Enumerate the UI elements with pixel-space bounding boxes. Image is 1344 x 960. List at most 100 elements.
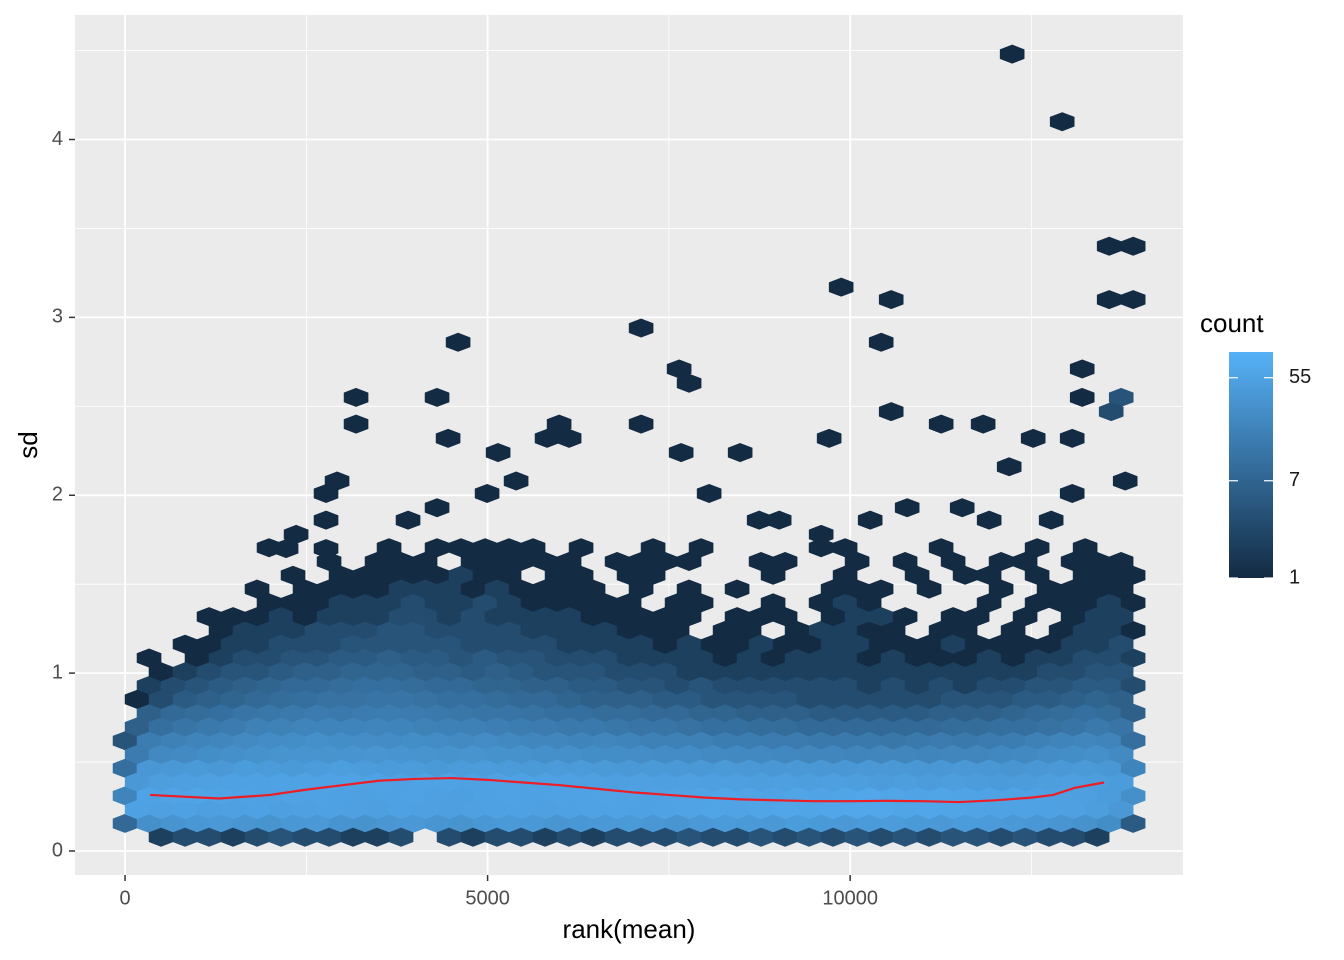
hexbin xyxy=(816,428,842,448)
hexbin xyxy=(1120,236,1146,256)
hexbin xyxy=(1108,800,1134,820)
legend-label: 55 xyxy=(1289,366,1311,388)
hexbin xyxy=(988,579,1014,599)
hexbin xyxy=(724,579,750,599)
hexbin xyxy=(244,579,270,599)
hexbin xyxy=(940,551,966,572)
hexbin xyxy=(772,551,798,572)
hexbin xyxy=(1069,359,1095,379)
hexbin xyxy=(1108,662,1134,682)
hexbin xyxy=(1120,290,1146,310)
hexbin xyxy=(727,443,753,463)
hexbin xyxy=(878,402,904,422)
hexbin xyxy=(892,607,918,627)
hexbin xyxy=(556,428,582,448)
hexbin xyxy=(844,551,870,572)
hexbin xyxy=(1069,387,1095,407)
hexbin xyxy=(273,539,299,559)
y-tick-label: 0 xyxy=(52,839,63,861)
hexbin xyxy=(916,579,942,599)
hexbin xyxy=(313,539,339,559)
hexbin xyxy=(395,510,421,530)
hexbin xyxy=(676,551,702,572)
hexbin xyxy=(964,607,990,627)
hexbin xyxy=(1059,483,1085,503)
hexbin xyxy=(808,524,834,544)
hexbin xyxy=(976,510,1002,530)
y-tick-label: 2 xyxy=(52,484,63,506)
hexbin xyxy=(1108,579,1134,599)
hexbin xyxy=(1108,551,1134,572)
hexbin xyxy=(580,579,606,599)
hexbin xyxy=(1059,428,1085,448)
y-axis-title: sd xyxy=(13,431,43,458)
hexbin xyxy=(676,579,702,599)
hexbin xyxy=(1038,510,1064,530)
x-tick-label: 10000 xyxy=(822,887,878,909)
hexbin xyxy=(628,579,654,599)
hexbin xyxy=(1108,717,1134,737)
hexbin xyxy=(1084,827,1110,847)
hexbin xyxy=(445,332,471,352)
y-tick-label: 1 xyxy=(52,661,63,683)
x-axis-title: rank(mean) xyxy=(563,914,696,944)
hexbin xyxy=(1049,112,1075,132)
hexbin xyxy=(892,551,918,572)
legend-label: 7 xyxy=(1289,469,1300,491)
hexbin xyxy=(1012,551,1038,572)
hexbin xyxy=(857,510,883,530)
hexbin xyxy=(1108,744,1134,765)
hexbin xyxy=(999,44,1025,64)
x-tick-label: 5000 xyxy=(465,887,510,909)
hexbin xyxy=(766,510,792,530)
hexbin xyxy=(1108,689,1134,709)
hexbin xyxy=(1108,634,1134,654)
smooth-line xyxy=(149,776,1105,804)
hexbin xyxy=(696,483,722,503)
hexbin xyxy=(928,414,954,434)
hexbin xyxy=(878,290,904,310)
hexbin xyxy=(1108,772,1134,792)
hexbin xyxy=(949,498,975,518)
hexbin xyxy=(628,318,654,338)
hexbin xyxy=(996,457,1022,477)
hexbin xyxy=(503,471,529,491)
hexbin xyxy=(676,373,702,393)
hexbin xyxy=(388,827,414,847)
hexbin xyxy=(412,551,438,572)
hexbin xyxy=(485,443,511,463)
legend-colorbar xyxy=(1229,352,1273,578)
hexbin xyxy=(1012,607,1038,627)
y-tick-label: 4 xyxy=(52,128,63,150)
hexbin xyxy=(474,483,500,503)
hexbin xyxy=(324,471,350,491)
hexes xyxy=(112,44,1146,847)
hexbin xyxy=(435,428,461,448)
axes: 0 5000 10000 0 1 2 3 4 xyxy=(52,128,878,909)
legend-label: 1 xyxy=(1289,566,1300,588)
hexbin xyxy=(424,498,450,518)
hexbin xyxy=(868,332,894,352)
hexbin xyxy=(676,607,702,627)
hexbin xyxy=(1020,428,1046,448)
y-tick-label: 3 xyxy=(52,306,63,328)
hexbin xyxy=(668,443,694,463)
hexbin xyxy=(343,387,369,407)
hexbin xyxy=(628,414,654,434)
legend: count 1 7 55 xyxy=(1200,308,1311,588)
hexbin xyxy=(1098,402,1124,422)
hexbin xyxy=(424,387,450,407)
hexbin xyxy=(1108,607,1134,627)
hexbin xyxy=(828,277,854,297)
x-tick-label: 0 xyxy=(119,887,130,909)
legend-title: count xyxy=(1200,308,1264,338)
hexbin xyxy=(772,607,798,627)
hexbin xyxy=(343,414,369,434)
hexbin xyxy=(556,551,582,572)
hexbin xyxy=(868,579,894,599)
hexbin xyxy=(313,510,339,530)
hexbin xyxy=(1112,471,1138,491)
hexbin xyxy=(970,414,996,434)
